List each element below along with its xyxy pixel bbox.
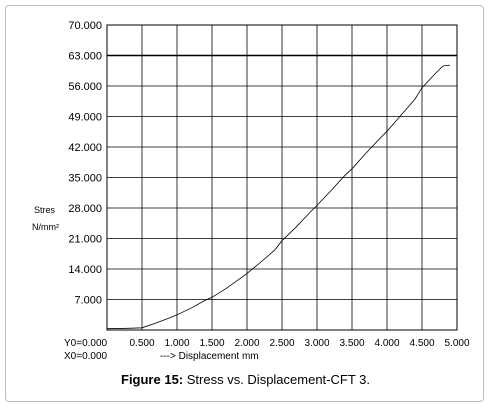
y-axis-label: Stres: [34, 205, 56, 215]
y-tick-label: 70.000: [68, 20, 102, 32]
figure-frame: [5, 5, 484, 402]
y-tick-label: 35.000: [68, 173, 102, 185]
origin-y-label: Y0=0.000: [64, 338, 108, 349]
y-tick-label: 56.000: [68, 81, 102, 93]
x-tick-label: 3.500: [339, 338, 364, 349]
x-tick-label: 2.500: [269, 338, 294, 349]
y-axis-unit: N/mm²: [32, 222, 59, 232]
y-tick-label: 49.000: [68, 112, 102, 124]
x-tick-label: 4.500: [409, 338, 434, 349]
y-tick-label: 42.000: [68, 142, 102, 154]
x-axis-label: ---> Displacement mm: [160, 351, 259, 362]
y-tick-label: 21.000: [68, 234, 102, 246]
y-tick-label: 63.000: [68, 51, 102, 63]
x-tick-label: 0.500: [129, 338, 154, 349]
x-tick-label: 1.000: [164, 338, 189, 349]
data-series-line: [106, 64, 451, 330]
y-tick-label: 7.000: [74, 295, 102, 307]
x-tick-label: 1.500: [199, 338, 224, 349]
figure-caption: Figure 15: Stress vs. Displacement-CFT 3…: [0, 372, 491, 387]
x-tick-label: 2.000: [234, 338, 259, 349]
x-tick-label: 5.000: [444, 338, 469, 349]
figure-label: Figure 15:: [121, 372, 184, 387]
origin-x-label: X0=0.000: [64, 351, 108, 362]
y-tick-label: 14.000: [68, 264, 102, 276]
caption-text: Stress vs. Displacement-CFT 3.: [183, 372, 370, 387]
x-tick-label: 4.000: [374, 338, 399, 349]
x-tick-label: 3.000: [304, 338, 329, 349]
y-tick-label: 28.000: [68, 203, 102, 215]
